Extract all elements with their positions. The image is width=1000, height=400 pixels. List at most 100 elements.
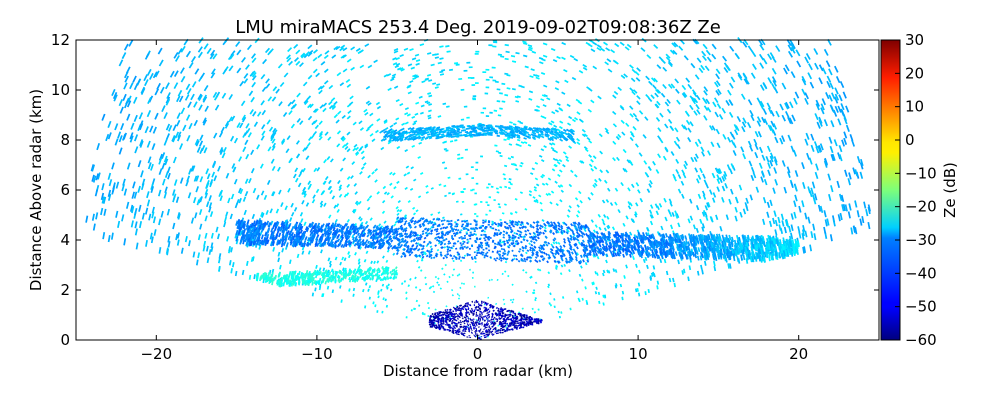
radar-gate (398, 232, 402, 236)
radar-gate (689, 239, 693, 245)
radar-gate (265, 220, 270, 226)
radar-gate (615, 231, 620, 236)
radar-gate (329, 230, 333, 235)
radar-gate (243, 72, 249, 79)
radar-gate (429, 285, 433, 289)
radar-gate (445, 256, 449, 259)
radar-gate (528, 90, 534, 94)
radar-gate (778, 224, 782, 231)
radar-gate (420, 138, 424, 142)
radar-gate (837, 152, 841, 160)
radar-gate (421, 250, 425, 254)
radar-gate (260, 234, 264, 240)
radar-gate (632, 89, 638, 94)
radar-gate (762, 57, 768, 65)
radar-gate (426, 73, 432, 77)
radar-gate (734, 196, 739, 203)
radar-gate (277, 63, 283, 69)
radar-gate (614, 231, 618, 236)
radar-gate (833, 139, 838, 147)
radar-gate (515, 168, 519, 171)
radar-gate (217, 257, 221, 264)
radar-gate (517, 236, 521, 240)
radar-gate (281, 139, 286, 145)
radar-gate (603, 294, 607, 298)
radar-gate (160, 210, 164, 218)
radar-gate (576, 252, 579, 256)
radar-gate (372, 242, 376, 247)
radar-gate (784, 242, 788, 250)
radar-gate (808, 157, 813, 165)
radar-gate (735, 125, 740, 132)
radar-gate (612, 268, 616, 272)
radar-gate (527, 256, 531, 259)
radar-gate (665, 53, 671, 59)
radar-gate (381, 310, 384, 314)
radar-gate (130, 220, 134, 228)
radar-gate (599, 247, 603, 252)
radar-gate (355, 47, 361, 52)
radar-gate (695, 227, 699, 233)
radar-gate (562, 244, 566, 248)
radar-gate (612, 157, 616, 162)
radar-gate (180, 75, 186, 83)
radar-gate (413, 239, 417, 243)
radar-gate (507, 250, 511, 253)
radar-gate (374, 179, 378, 183)
radar-gate (572, 237, 576, 241)
radar-gate (307, 237, 310, 242)
radar-gate (421, 232, 425, 236)
radar-gate (296, 92, 301, 98)
radar-gate (213, 175, 218, 182)
radar-gate (308, 136, 313, 142)
radar-gate (766, 145, 771, 153)
radar-gate (313, 228, 317, 233)
radar-gate (530, 68, 535, 72)
radar-gate (517, 250, 521, 253)
radar-gate (676, 144, 681, 150)
radar-gate (416, 242, 420, 246)
radar-gate (123, 82, 128, 90)
radar-gate (590, 233, 594, 238)
radar-gate (811, 181, 816, 189)
radar-gate (593, 245, 596, 250)
radar-gate (686, 245, 690, 251)
radar-gate (547, 224, 551, 228)
radar-gate (784, 249, 788, 257)
radar-gate (340, 238, 344, 243)
radar-gate (462, 242, 465, 245)
radar-gate (662, 240, 666, 245)
radar-gate (451, 229, 455, 233)
radar-gate (299, 235, 303, 241)
radar-gate (617, 133, 622, 139)
radar-gate (111, 88, 116, 97)
radar-gate (306, 227, 310, 232)
radar-gate (436, 281, 439, 284)
radar-gate (307, 74, 313, 80)
radar-gate (802, 225, 806, 232)
radar-gate (426, 101, 431, 105)
radar-gate (770, 120, 775, 128)
radar-gate (838, 154, 843, 162)
radar-gate (502, 230, 506, 233)
radar-gate (301, 250, 305, 255)
radar-gate (450, 289, 454, 292)
radar-gate (689, 198, 693, 204)
radar-gate (415, 101, 420, 105)
radar-gate (520, 85, 525, 89)
radar-gate (698, 237, 702, 243)
radar-gate (442, 141, 446, 144)
radar-gate (271, 165, 276, 172)
radar-gate (677, 174, 682, 179)
radar-gate (337, 238, 341, 243)
radar-gate (259, 220, 263, 226)
radar-gate (550, 47, 556, 52)
radar-gate (373, 224, 377, 228)
radar-gate (270, 158, 275, 164)
radar-gate (597, 240, 601, 245)
radar-gate (700, 264, 703, 270)
radar-gate (285, 219, 289, 224)
radar-gate (197, 51, 203, 59)
radar-gate (859, 218, 863, 226)
radar-gate (569, 258, 573, 262)
